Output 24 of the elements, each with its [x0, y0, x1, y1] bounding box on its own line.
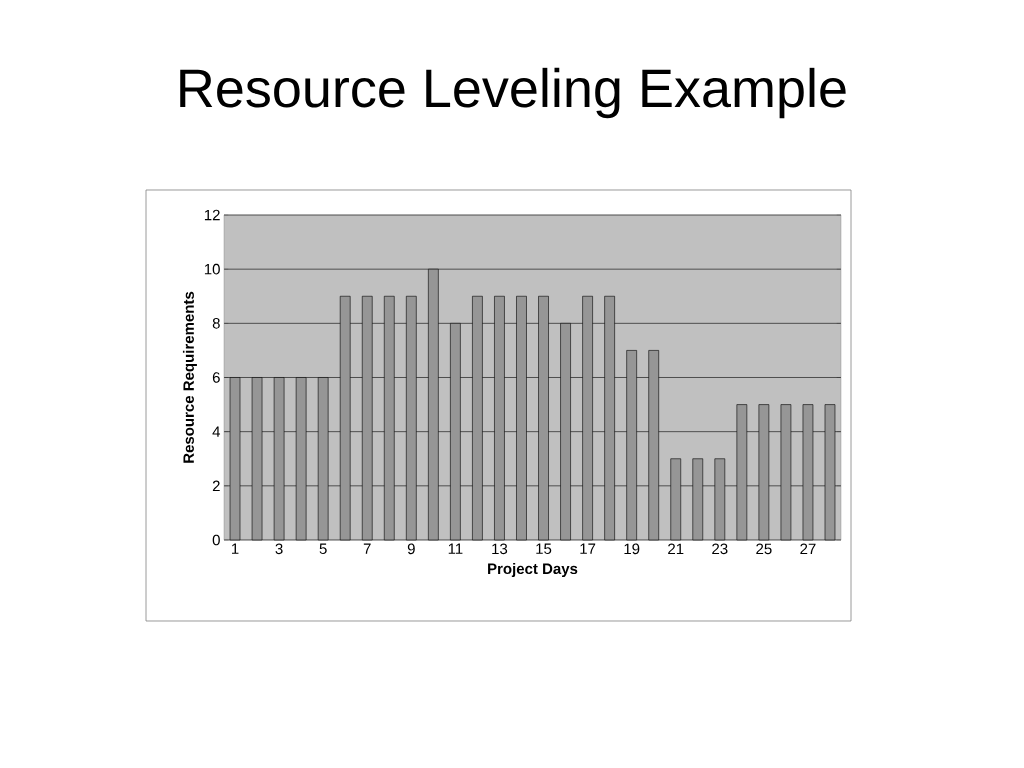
y-tick-label: 12	[204, 209, 220, 221]
x-tick-label: 17	[580, 543, 596, 554]
x-tick-label: 5	[319, 543, 327, 554]
x-tick-label: 23	[712, 543, 728, 555]
chart-title: Resource Leveling Example	[180, 67, 846, 119]
y-tick-label: 2	[212, 480, 220, 492]
y-tick-label: 10	[204, 263, 220, 275]
y-tick-label: 6	[212, 372, 220, 383]
x-tick-label: 13	[492, 543, 508, 555]
x-tick-label: 19	[624, 543, 640, 555]
x-tick-label: 3	[275, 543, 283, 555]
x-tick-label: 15	[536, 543, 552, 554]
y-tick-label: 8	[212, 318, 220, 329]
x-tick-label: 21	[668, 543, 684, 554]
y-axis-title: Resource Requirements	[182, 291, 197, 463]
x-tick-label: 25	[756, 543, 772, 555]
x-tick-label: 7	[363, 543, 371, 554]
x-tick-label: 9	[407, 543, 415, 555]
y-tick-label: 4	[212, 426, 221, 437]
x-tick-label: 27	[800, 543, 816, 554]
y-tick-label: 0	[212, 534, 220, 546]
x-axis-title: Project Days	[488, 563, 578, 577]
x-tick-label: 11	[448, 543, 463, 554]
x-tick-label: 1	[232, 543, 239, 554]
